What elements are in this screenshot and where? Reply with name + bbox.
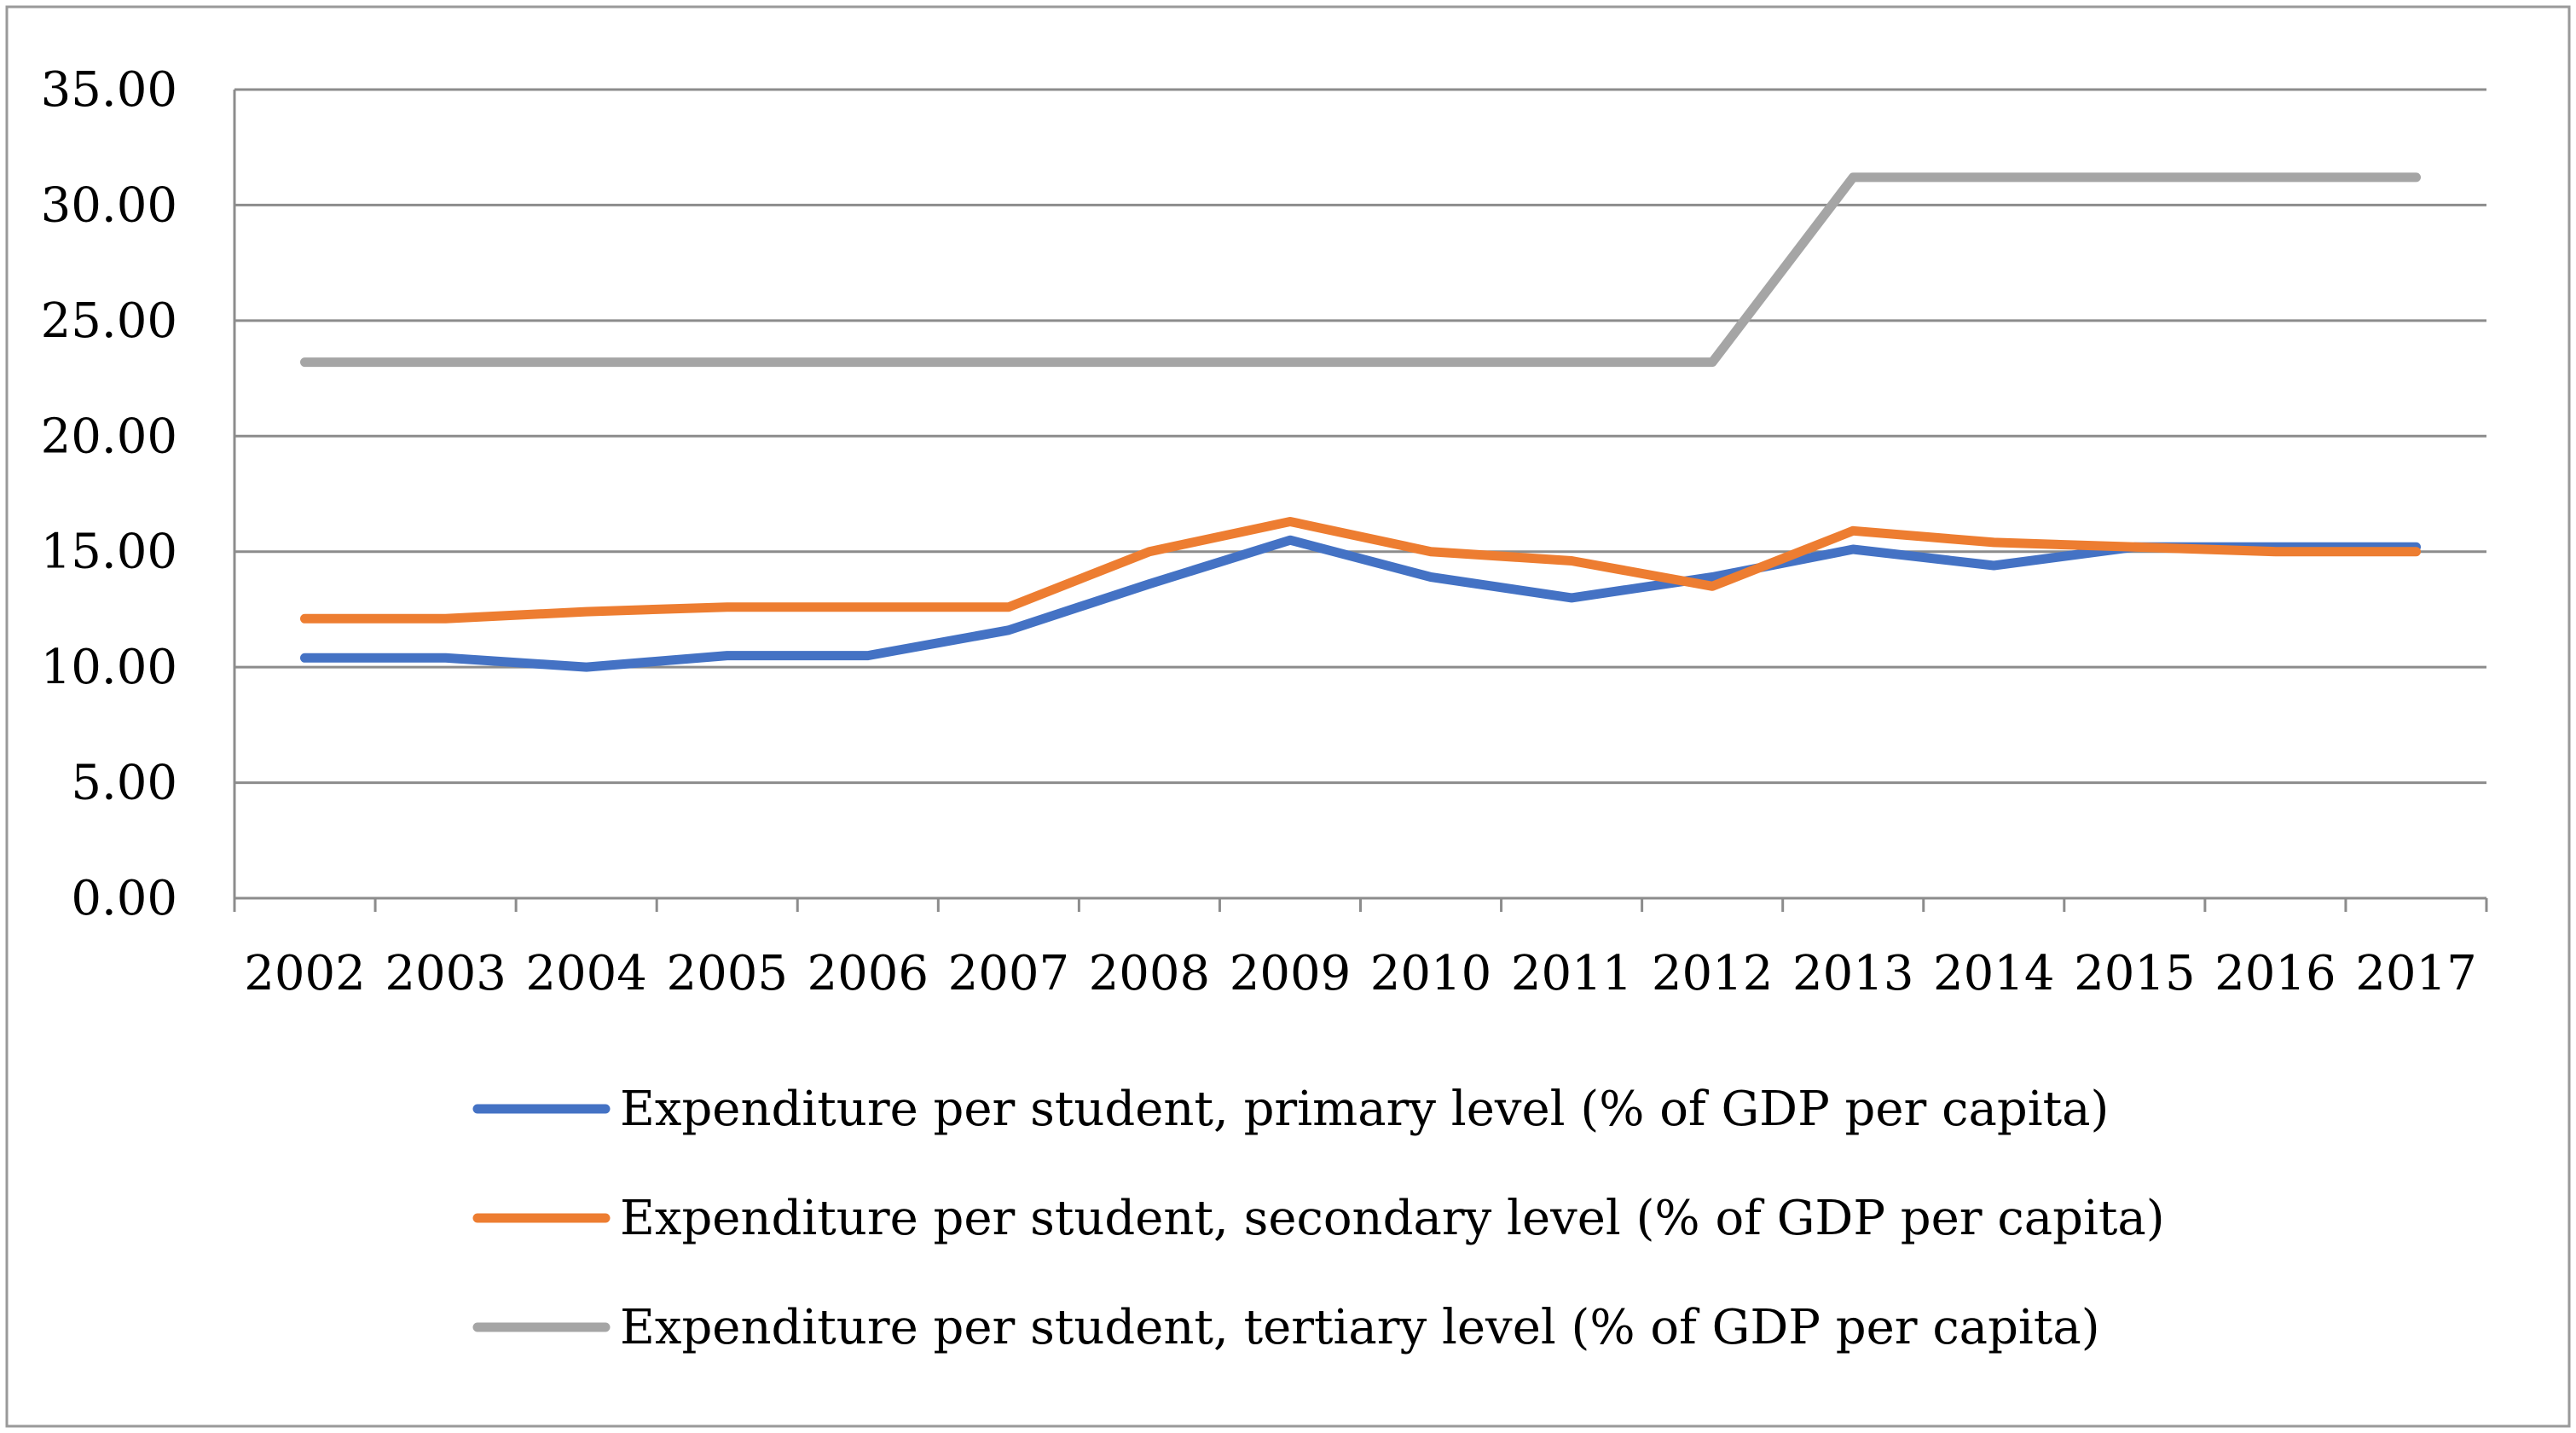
y-tick-label: 35.00 xyxy=(41,62,177,118)
series-line-1 xyxy=(300,535,2421,672)
x-tick-label: 2006 xyxy=(808,946,929,1001)
x-tick-label: 2011 xyxy=(1511,946,1633,1001)
y-tick-label: 25.00 xyxy=(41,293,177,349)
y-tick-label: 30.00 xyxy=(41,177,177,233)
legend-label-1: Expenditure per student, primary level (… xyxy=(620,1082,2109,1137)
y-tick-label: 15.00 xyxy=(41,525,177,580)
x-tick-label: 2002 xyxy=(244,946,366,1001)
y-tick-label: 10.00 xyxy=(41,640,177,695)
axes: 0.00 5.00 10.00 15.00 20.00 25.00 30.00 35.00 20… xyxy=(41,62,2488,1001)
y-tick-label: 5.00 xyxy=(71,756,177,811)
chart-border xyxy=(5,5,2571,1428)
legend-label-2: Expenditure per student, secondary level… xyxy=(620,1191,2165,1246)
y-tick-label: 20.00 xyxy=(41,409,177,464)
x-tick-label: 2005 xyxy=(666,946,788,1001)
x-tick-label: 2015 xyxy=(2074,946,2196,1001)
x-tick-label: 2004 xyxy=(525,946,647,1001)
legend-label-3: Expenditure per student, tertiary level … xyxy=(620,1300,2100,1355)
y-tick-label: 0.00 xyxy=(71,871,177,926)
legend: Expenditure per student, primary level (… xyxy=(472,1082,2165,1355)
x-tick-label: 2012 xyxy=(1652,946,1774,1001)
x-tick-label: 2017 xyxy=(2355,946,2477,1001)
x-tick-label: 2014 xyxy=(1933,946,2055,1001)
x-tick-label: 2008 xyxy=(1089,946,1211,1001)
series-line-2 xyxy=(300,517,2421,624)
x-tick-label: 2007 xyxy=(948,946,1070,1001)
series-lines xyxy=(300,172,2421,672)
x-tick-label: 2003 xyxy=(385,946,507,1001)
series-line-3 xyxy=(300,172,2421,368)
x-tick-label: 2013 xyxy=(1792,946,1914,1001)
x-tick-label: 2010 xyxy=(1370,946,1492,1001)
x-tick-label: 2009 xyxy=(1230,946,1352,1001)
x-tick-label: 2016 xyxy=(2214,946,2336,1001)
